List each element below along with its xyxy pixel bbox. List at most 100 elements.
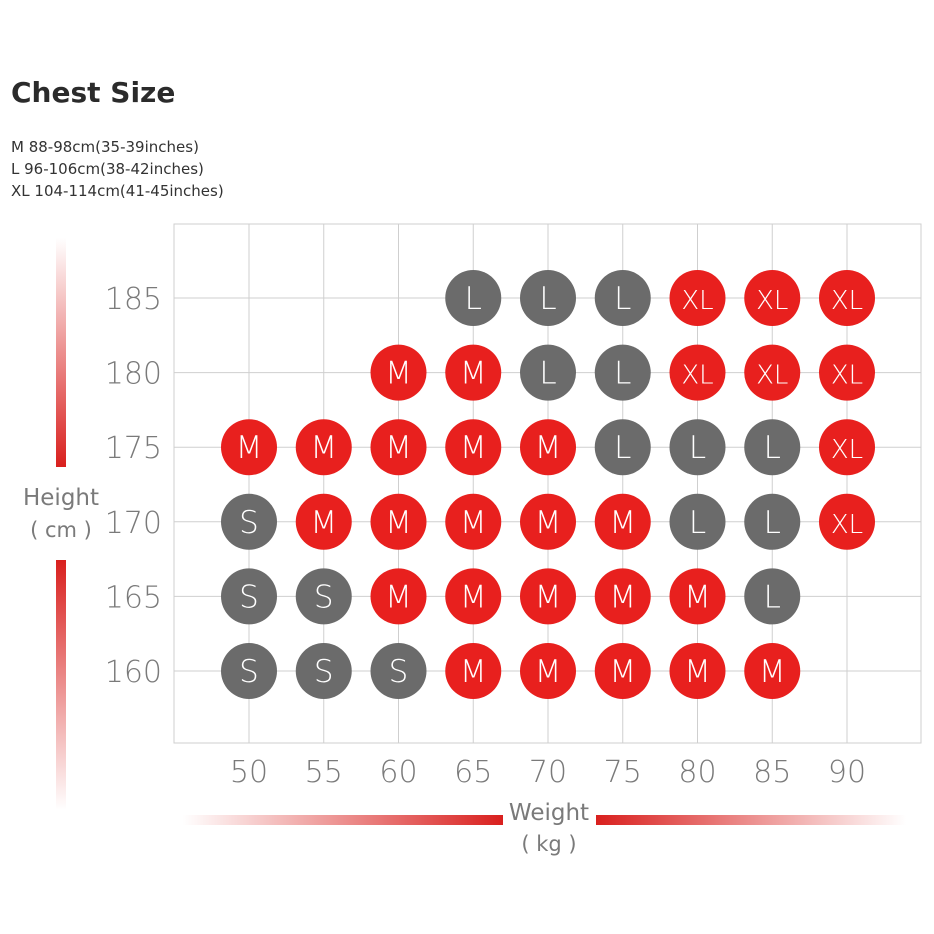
size-marker-circle xyxy=(819,493,875,550)
size-marker: M xyxy=(445,344,502,401)
size-marker-circle xyxy=(819,270,875,326)
x-tick-label: 85 xyxy=(753,755,791,790)
x-tick-label: 50 xyxy=(230,755,268,790)
size-marker-label: M xyxy=(609,654,636,690)
x-axis-accent-left xyxy=(183,815,503,825)
size-marker: XL xyxy=(819,270,875,326)
size-marker: M xyxy=(594,493,651,550)
size-marker: M xyxy=(445,419,502,476)
x-axis-tick-labels: 50 55 60 65 70 75 80 85 90 xyxy=(230,755,866,790)
size-marker-label: L xyxy=(539,281,556,317)
size-marker: L xyxy=(744,419,801,476)
y-axis-label: Height xyxy=(23,485,99,511)
size-marker: M xyxy=(669,568,726,625)
size-marker-label: M xyxy=(759,654,786,690)
size-marker-circle xyxy=(520,568,576,625)
size-marker-circle xyxy=(445,344,502,401)
x-tick-label: 70 xyxy=(529,755,567,790)
size-marker-circle xyxy=(594,643,651,699)
size-marker-circle xyxy=(669,344,726,401)
size-marker: M xyxy=(445,643,502,699)
size-marker-circle xyxy=(520,419,576,476)
size-marker-circle xyxy=(520,344,576,401)
y-axis-unit: ( cm ) xyxy=(30,518,92,542)
size-marker: XL xyxy=(744,344,801,401)
size-marker-circle xyxy=(819,419,875,476)
x-tick-label: 65 xyxy=(454,755,492,790)
size-marker-circle xyxy=(744,568,801,625)
y-tick-label: 180 xyxy=(105,357,162,392)
size-marker-circle xyxy=(221,643,277,699)
size-marker: S xyxy=(221,568,277,625)
size-marker: M xyxy=(221,419,277,476)
x-axis-label: Weight xyxy=(509,800,589,826)
size-marker-circle xyxy=(445,568,502,625)
size-marker-circle xyxy=(819,344,875,401)
size-marker: M xyxy=(520,419,576,476)
size-marker: L xyxy=(594,270,651,326)
y-tick-label: 175 xyxy=(105,431,162,466)
size-marker-label: M xyxy=(684,579,711,615)
y-axis-accent-lower xyxy=(56,560,66,810)
size-marker-circle xyxy=(221,493,277,550)
size-marker: M xyxy=(594,643,651,699)
size-marker-circle xyxy=(669,419,726,476)
size-note-m: M 88-98cm(35-39inches) xyxy=(11,138,199,156)
size-marker: XL xyxy=(819,419,875,476)
size-marker-label: M xyxy=(609,579,636,615)
x-tick-label: 60 xyxy=(379,755,417,790)
size-marker-label: M xyxy=(535,430,562,466)
size-marker-label: XL xyxy=(681,361,713,391)
size-marker-circle xyxy=(594,344,651,401)
size-marker-label: M xyxy=(535,505,562,541)
size-marker-circle xyxy=(669,493,726,550)
size-marker: L xyxy=(520,344,576,401)
size-marker: M xyxy=(370,344,427,401)
y-tick-label: 185 xyxy=(105,282,162,317)
size-marker-label: L xyxy=(689,505,706,541)
size-marker-circle xyxy=(520,643,576,699)
size-marker-circle xyxy=(445,643,502,699)
x-axis-unit: ( kg ) xyxy=(521,832,576,856)
size-marker: L xyxy=(744,568,801,625)
size-marker-label: M xyxy=(310,430,337,466)
size-marker: XL xyxy=(744,270,801,326)
y-tick-label: 160 xyxy=(105,655,162,690)
size-marker: S xyxy=(295,568,352,625)
size-marker-label: L xyxy=(764,430,781,466)
size-marker-circle xyxy=(744,344,801,401)
x-tick-label: 90 xyxy=(828,755,866,790)
size-marker-circle xyxy=(295,643,352,699)
size-marker-circle xyxy=(594,493,651,550)
size-marker-label: XL xyxy=(831,286,863,316)
size-marker: M xyxy=(370,568,427,625)
size-marker: XL xyxy=(669,344,726,401)
size-marker-label: M xyxy=(609,505,636,541)
size-marker: L xyxy=(669,419,726,476)
size-marker: S xyxy=(221,493,277,550)
size-note-l: L 96-106cm(38-42inches) xyxy=(11,160,204,178)
size-marker-circle xyxy=(221,568,277,625)
size-marker-circle xyxy=(594,568,651,625)
size-marker-label: L xyxy=(764,505,781,541)
size-marker: M xyxy=(295,419,352,476)
size-marker-label: M xyxy=(385,505,412,541)
size-marker-circle xyxy=(594,270,651,326)
size-marker: XL xyxy=(819,493,875,550)
x-axis-accent-right xyxy=(596,815,906,825)
size-marker: M xyxy=(520,568,576,625)
size-marker-label: L xyxy=(689,430,706,466)
size-marker-label: M xyxy=(385,356,412,392)
size-marker: S xyxy=(370,643,427,699)
chest-size-notes: M 88-98cm(35-39inches) L 96-106cm(38-42i… xyxy=(11,136,224,202)
size-marker-circle xyxy=(669,568,726,625)
size-marker-circle xyxy=(594,419,651,476)
size-marker-label: L xyxy=(614,430,631,466)
size-marker-label: L xyxy=(614,281,631,317)
size-marker-label: S xyxy=(389,654,409,690)
size-marker: M xyxy=(520,493,576,550)
size-marker-circle xyxy=(370,568,427,625)
y-axis-tick-labels: 185 180 175 170 165 160 xyxy=(105,282,162,690)
size-marker-label: S xyxy=(314,579,334,615)
